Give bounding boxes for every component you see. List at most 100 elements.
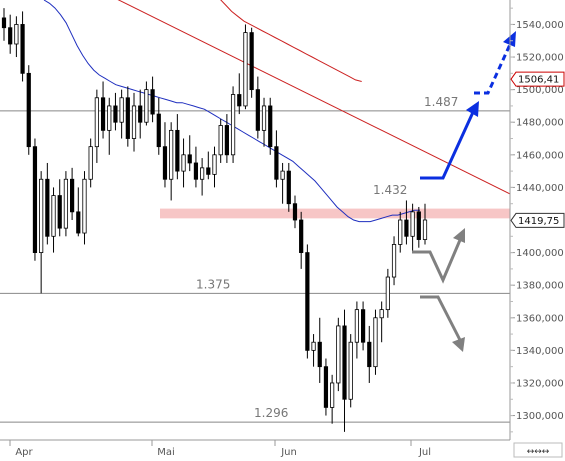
candle-up bbox=[385, 276, 390, 311]
candle-up bbox=[311, 341, 316, 351]
candle-up bbox=[63, 178, 69, 229]
candle-down bbox=[305, 252, 310, 351]
candle-up bbox=[354, 309, 359, 343]
candle-down bbox=[360, 309, 366, 343]
price-tag-box bbox=[510, 71, 565, 87]
price-tag-label: 1506,41 bbox=[518, 75, 559, 86]
candle-up bbox=[280, 170, 285, 180]
candle-down bbox=[249, 32, 254, 91]
y-tick-label: 1320,000 bbox=[516, 378, 564, 389]
candle-up bbox=[230, 94, 236, 156]
candle-down bbox=[156, 113, 161, 148]
y-tick-label: 1300,000 bbox=[516, 411, 564, 422]
candle-down bbox=[150, 89, 155, 115]
candle-down bbox=[70, 178, 75, 213]
level-label: 1.375 bbox=[196, 277, 230, 291]
candle-down bbox=[138, 105, 143, 123]
candle-up bbox=[88, 146, 93, 180]
candle-down bbox=[255, 89, 260, 131]
candle-down bbox=[193, 162, 199, 180]
candle-up bbox=[330, 382, 335, 408]
x-tick-label: Jul bbox=[418, 447, 431, 458]
y-tick-label: 1360,000 bbox=[516, 313, 564, 324]
candle-down bbox=[323, 366, 329, 408]
candle-up bbox=[218, 125, 223, 156]
navigator-box[interactable] bbox=[513, 442, 563, 458]
candle-up bbox=[14, 24, 19, 45]
candle-down bbox=[76, 211, 81, 234]
level-label: 1.296 bbox=[254, 406, 288, 420]
price-tag-box bbox=[510, 212, 565, 228]
navigator-label[interactable]: ↔↔↔ bbox=[527, 447, 550, 457]
x-tick-label: Apr bbox=[15, 447, 33, 458]
y-tick-label: 1480,000 bbox=[516, 118, 564, 129]
candle-down bbox=[317, 341, 322, 368]
candle-up bbox=[348, 341, 353, 400]
candle-up bbox=[373, 317, 378, 368]
candle-up bbox=[39, 178, 44, 253]
candle-down bbox=[32, 146, 38, 253]
candle-down bbox=[292, 203, 298, 221]
y-tick-label: 1440,000 bbox=[516, 183, 564, 194]
candle-up bbox=[131, 105, 137, 139]
candle-down bbox=[100, 97, 106, 131]
y-tick-label: 1520,000 bbox=[516, 53, 564, 64]
candle-up bbox=[200, 167, 205, 180]
candle-up bbox=[181, 154, 186, 172]
candle-down bbox=[1, 17, 7, 29]
level-label: 1.487 bbox=[424, 95, 458, 109]
y-tick-label: 1540,000 bbox=[516, 20, 564, 31]
y-tick-label: 1400,000 bbox=[516, 248, 564, 259]
candle-up bbox=[398, 219, 403, 245]
candle-up bbox=[391, 244, 397, 278]
candle-down bbox=[268, 105, 273, 148]
candle-up bbox=[243, 32, 248, 107]
candle-up bbox=[169, 129, 174, 180]
candle-down bbox=[404, 219, 409, 237]
bearish-path bbox=[420, 295, 462, 341]
x-tick-label: Mai bbox=[157, 447, 175, 458]
candle-down bbox=[26, 72, 31, 148]
candle-down bbox=[224, 125, 229, 156]
resistance-zone-label: 1.432 bbox=[373, 183, 407, 197]
candle-up bbox=[410, 211, 415, 237]
candle-down bbox=[8, 27, 13, 45]
candle-down bbox=[113, 105, 118, 123]
x-axis: Apr Mai Jun Jul bbox=[9, 440, 431, 458]
candlesticks bbox=[1, 8, 428, 432]
price-tags: 1506,41 1419,75 bbox=[510, 71, 565, 228]
candle-up bbox=[422, 219, 428, 240]
candle-down bbox=[367, 341, 372, 368]
navigator[interactable]: ↔↔↔ bbox=[513, 442, 563, 458]
candle-down bbox=[175, 129, 180, 172]
trendline bbox=[117, 0, 511, 195]
candle-up bbox=[212, 154, 217, 175]
bullish-path bbox=[420, 109, 476, 180]
moving-average-red bbox=[220, 0, 362, 82]
candle-down bbox=[237, 94, 242, 107]
y-tick-label: 1500,000 bbox=[516, 85, 564, 96]
candle-down bbox=[274, 146, 279, 180]
candle-up bbox=[261, 105, 267, 131]
candle-up bbox=[82, 178, 87, 234]
candle-down bbox=[187, 154, 192, 164]
candle-down bbox=[57, 195, 62, 229]
x-tick-label: Jun bbox=[280, 447, 297, 458]
support-resistance-levels: 1.487 1.375 1.296 bbox=[0, 95, 510, 423]
candle-down bbox=[416, 211, 421, 240]
candle-up bbox=[336, 325, 341, 384]
neutral-arrowhead bbox=[453, 228, 465, 243]
resistance-zone-band bbox=[160, 208, 510, 219]
candle-down bbox=[206, 167, 211, 175]
y-tick-label: 1460,000 bbox=[516, 150, 564, 161]
candle-up bbox=[51, 195, 56, 237]
candle-up bbox=[94, 97, 99, 148]
bearish-arrowhead bbox=[452, 337, 465, 352]
candle-down bbox=[125, 97, 130, 139]
y-tick-label: 1340,000 bbox=[516, 346, 564, 357]
y-tick-label: 1380,000 bbox=[516, 281, 564, 292]
candle-down bbox=[286, 170, 291, 205]
candle-up bbox=[379, 309, 384, 319]
candle-up bbox=[144, 89, 149, 123]
